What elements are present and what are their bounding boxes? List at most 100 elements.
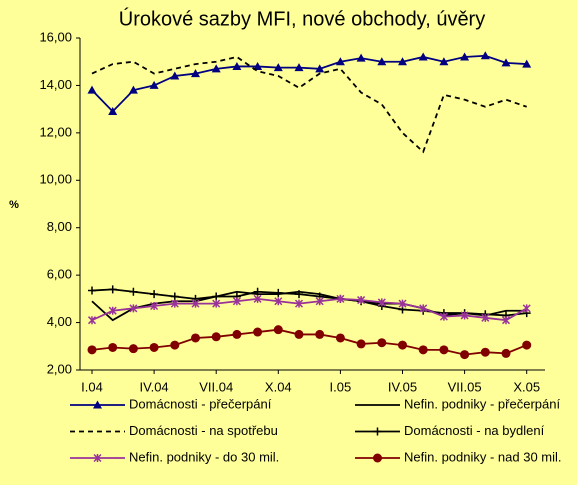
y-tick-label: 2,00 bbox=[47, 361, 72, 376]
chart-title: Úrokové sazby MFI, nové obchody, úvěry bbox=[119, 7, 485, 30]
data-point bbox=[315, 329, 325, 339]
data-point bbox=[129, 304, 138, 313]
x-tick-label: IV.05 bbox=[388, 379, 417, 394]
data-point bbox=[522, 340, 532, 350]
data-point bbox=[253, 294, 262, 303]
legend-label: Nefin. podniky - nad 30 mil. bbox=[404, 449, 562, 464]
data-point bbox=[253, 61, 263, 70]
data-point bbox=[460, 52, 470, 61]
data-point bbox=[232, 329, 242, 339]
data-point bbox=[87, 316, 97, 325]
legend-label: Domácnosti - na spotřebu bbox=[129, 423, 278, 438]
data-point bbox=[211, 64, 221, 73]
y-axis-label: % bbox=[9, 199, 19, 211]
y-tick-label: 6,00 bbox=[47, 267, 72, 282]
data-point bbox=[273, 63, 283, 72]
data-point bbox=[232, 61, 242, 70]
data-point bbox=[294, 329, 304, 339]
data-point bbox=[480, 51, 490, 60]
y-tick-label: 12,00 bbox=[39, 124, 72, 139]
series-line bbox=[91, 328, 528, 356]
legend-marker bbox=[93, 400, 102, 409]
x-tick-label: I.04 bbox=[81, 379, 103, 394]
data-point bbox=[253, 287, 262, 296]
series-line bbox=[91, 54, 527, 113]
x-tick-label: I.05 bbox=[330, 379, 352, 394]
data-point bbox=[460, 350, 470, 360]
legend-marker bbox=[373, 427, 382, 436]
data-point bbox=[419, 304, 428, 313]
data-point bbox=[335, 57, 345, 66]
data-point bbox=[315, 64, 325, 73]
data-point bbox=[377, 338, 387, 348]
x-tick-label: X.05 bbox=[513, 379, 540, 394]
series-line bbox=[91, 297, 528, 322]
data-point bbox=[150, 290, 159, 299]
data-point bbox=[336, 294, 345, 303]
data-point bbox=[211, 332, 221, 342]
data-point bbox=[398, 57, 407, 66]
data-point bbox=[294, 299, 304, 308]
data-point bbox=[294, 63, 304, 72]
y-tick-label: 4,00 bbox=[47, 314, 72, 329]
legend-label: Nefin. podniky - přečerpání bbox=[404, 396, 560, 411]
legend-marker bbox=[373, 453, 382, 463]
data-point bbox=[439, 312, 448, 321]
y-tick-label: 8,00 bbox=[47, 219, 72, 234]
data-point bbox=[232, 297, 241, 306]
data-point bbox=[149, 342, 159, 352]
data-point bbox=[439, 345, 449, 355]
data-point bbox=[191, 333, 200, 343]
data-point bbox=[377, 298, 386, 307]
x-tick-label: VII.04 bbox=[199, 379, 233, 394]
x-tick-label: IV.04 bbox=[140, 379, 169, 394]
data-point bbox=[170, 340, 180, 350]
data-point bbox=[481, 313, 490, 322]
data-point bbox=[480, 347, 490, 357]
data-point bbox=[253, 327, 263, 337]
data-point bbox=[356, 53, 366, 62]
y-tick-label: 14,00 bbox=[39, 77, 72, 92]
data-point bbox=[522, 59, 532, 68]
data-point bbox=[501, 58, 511, 67]
data-point bbox=[191, 299, 200, 308]
data-point bbox=[108, 107, 118, 116]
data-point bbox=[128, 344, 138, 354]
data-point bbox=[295, 290, 303, 299]
x-tick-label: VII.05 bbox=[448, 379, 482, 394]
data-point bbox=[88, 286, 96, 295]
data-point bbox=[398, 299, 407, 308]
legend-label: Domácnosti - na bydlení bbox=[404, 423, 545, 438]
data-point bbox=[191, 69, 200, 78]
data-point bbox=[501, 316, 511, 325]
legend-marker bbox=[93, 453, 102, 463]
y-tick-label: 10,00 bbox=[39, 172, 72, 187]
data-point bbox=[212, 299, 221, 308]
data-point bbox=[335, 333, 345, 343]
data-point bbox=[377, 57, 387, 66]
y-tick-label: 16,00 bbox=[39, 29, 72, 44]
data-point bbox=[108, 306, 117, 315]
data-point bbox=[460, 311, 469, 320]
data-point bbox=[274, 297, 283, 306]
data-point bbox=[87, 345, 97, 355]
data-point bbox=[398, 340, 407, 350]
legend-label: Domácnosti - přečerpání bbox=[129, 396, 272, 411]
data-point bbox=[149, 80, 159, 89]
data-point bbox=[108, 285, 117, 294]
data-point bbox=[418, 345, 428, 355]
data-point bbox=[418, 52, 428, 61]
data-point bbox=[150, 301, 159, 311]
data-point bbox=[170, 292, 179, 301]
data-point bbox=[212, 292, 221, 301]
data-point bbox=[129, 287, 138, 296]
x-tick-label: X.04 bbox=[265, 379, 292, 394]
data-point bbox=[315, 297, 324, 306]
series-line bbox=[91, 56, 527, 154]
data-point bbox=[170, 299, 179, 308]
series-line bbox=[91, 288, 527, 317]
data-point bbox=[274, 288, 283, 297]
series-line bbox=[91, 290, 527, 322]
data-point bbox=[439, 57, 449, 66]
